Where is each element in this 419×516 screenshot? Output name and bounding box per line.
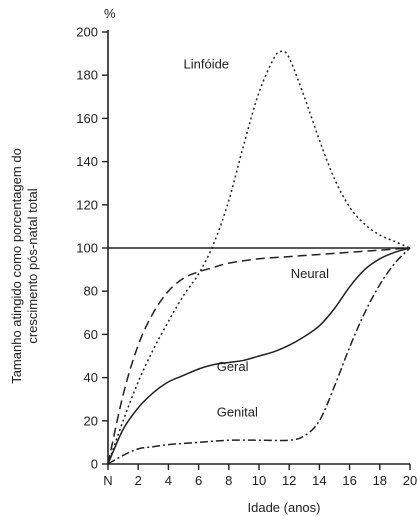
y-tick-label: 200: [76, 25, 98, 40]
x-tick-label: 20: [403, 473, 417, 488]
series-line-geral: [107, 247, 411, 465]
series-line-genital: [107, 247, 411, 465]
y-tick-label: 140: [76, 154, 98, 169]
y-tick-label: 40: [84, 370, 98, 385]
y-tick-label: 180: [76, 68, 98, 83]
series-label: Genital: [217, 404, 258, 419]
y-tick-label: 20: [84, 413, 98, 428]
y-tick-label: 100: [76, 241, 98, 256]
x-tick-label: 14: [312, 473, 326, 488]
series-label: Neural: [291, 266, 329, 281]
x-tick-label: 12: [282, 473, 296, 488]
y-tick-label: 80: [84, 284, 98, 299]
y-tick-label: 0: [91, 457, 98, 472]
series-line-neural: [107, 247, 411, 465]
series-label: Linfóide: [184, 57, 230, 72]
y-axis-label-line-2: crescimento pós-natal total: [25, 188, 40, 343]
x-tick-label: 18: [373, 473, 387, 488]
y-unit-label: %: [104, 6, 116, 21]
x-tick-label: 2: [135, 473, 142, 488]
x-tick-label: N: [103, 473, 112, 488]
x-axis-label: Idade (anos): [248, 500, 321, 515]
y-axis-label-line-1: Tamanho atingido como porcentagem do: [9, 148, 24, 384]
x-tick-label: 8: [225, 473, 232, 488]
x-tick-label: 4: [165, 473, 172, 488]
y-tick-label: 60: [84, 327, 98, 342]
series-line-linfide: [107, 50, 411, 465]
y-tick-label: 160: [76, 111, 98, 126]
x-tick-label: 10: [252, 473, 266, 488]
x-tick-label: 16: [342, 473, 356, 488]
series-label: Geral: [217, 359, 249, 374]
x-tick-label: 6: [195, 473, 202, 488]
y-tick-label: 120: [76, 197, 98, 212]
